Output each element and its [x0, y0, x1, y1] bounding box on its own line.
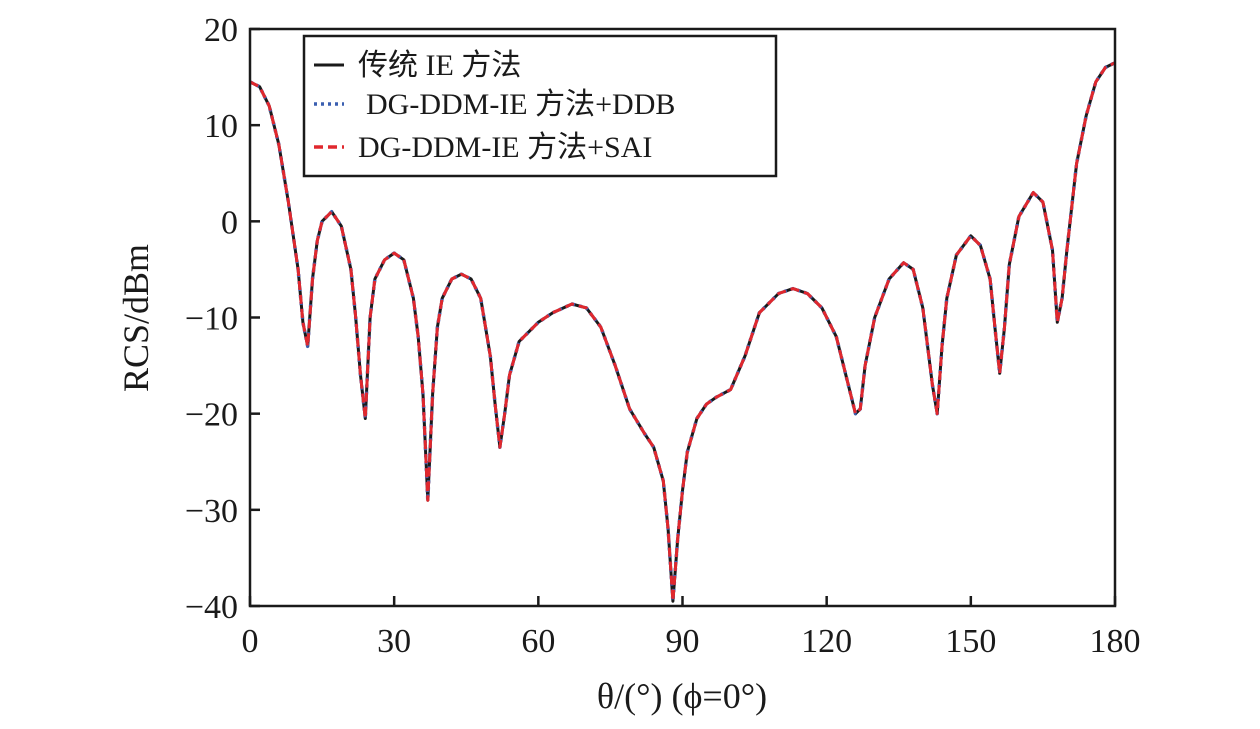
- x-tick-label: 90: [666, 623, 700, 660]
- x-axis-title: θ/(°) (ϕ=0°): [597, 676, 767, 716]
- axis-tick-labels: 0 30 60 90 120 150 180 20 10 0 −10 −20 −30 −40: [185, 12, 1141, 660]
- y-tick-label: 20: [204, 12, 238, 49]
- y-tick-label: −20: [185, 397, 238, 434]
- legend-label-sai: DG-DDM-IE 方法+SAI: [358, 131, 652, 164]
- y-tick-label: −10: [185, 301, 238, 338]
- y-tick-label: 0: [221, 204, 238, 241]
- x-tick-label: 180: [1090, 623, 1141, 660]
- y-tick-label: −40: [185, 589, 238, 626]
- x-tick-label: 30: [377, 623, 411, 660]
- y-tick-label: −30: [185, 493, 238, 530]
- axis-ticks: [248, 27, 1117, 608]
- legend: 传统 IE 方法 DG-DDM-IE 方法+DDB DG-DDM-IE 方法+S…: [302, 34, 778, 178]
- legend-label-traditional-ie: 传统 IE 方法: [358, 49, 521, 82]
- x-tick-label: 0: [242, 623, 259, 660]
- series-line-dashed: [249, 61, 1116, 603]
- legend-box: [302, 34, 778, 178]
- y-axis-title: RCS/dBm: [116, 244, 156, 392]
- y-tick-label: 10: [204, 108, 238, 145]
- legend-label-ddb: DG-DDM-IE 方法+DDB: [366, 88, 675, 121]
- x-tick-label: 120: [801, 623, 852, 660]
- x-tick-label: 60: [521, 623, 555, 660]
- series-group: [249, 61, 1116, 603]
- x-tick-label: 150: [945, 623, 996, 660]
